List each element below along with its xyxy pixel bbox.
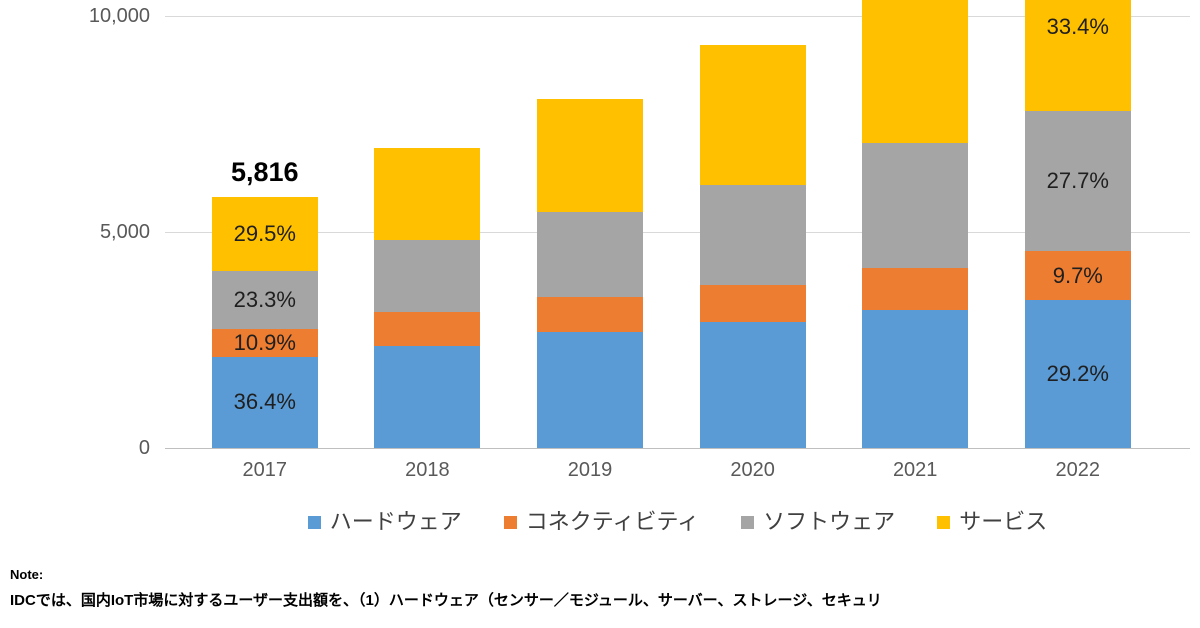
bar-segment-2022-connectivity <box>1024 251 1131 301</box>
gridline-10000 <box>165 16 1190 17</box>
bar-segment-2021-service <box>862 0 969 143</box>
bar-segment-2019-hardware <box>537 332 643 448</box>
legend-swatch-hardware-icon <box>307 515 321 529</box>
bar-segment-2021-software <box>862 143 969 269</box>
total-label-2017: 5,816 <box>231 156 299 187</box>
legend-swatch-service-icon <box>937 515 951 529</box>
bar-segment-2021-connectivity <box>862 268 969 310</box>
legend-label-service: サービス <box>959 509 1048 534</box>
legend-swatch-connectivity-icon <box>503 515 517 529</box>
percent-label-2017-software: 23.3% <box>233 286 296 312</box>
percent-label-2017-service: 29.5% <box>233 220 296 246</box>
bar-segment-2017-service <box>211 196 318 271</box>
percent-label-2022-hardware: 29.2% <box>1046 361 1109 387</box>
percent-label-2022-software: 27.7% <box>1046 168 1109 194</box>
bar-segment-2020-connectivity <box>699 285 806 322</box>
x-axis-label-2022: 2022 <box>1055 459 1101 481</box>
x-axis-label-2021: 2021 <box>892 459 938 481</box>
percent-label-2022-connectivity: 9.7% <box>1052 262 1103 288</box>
bar-segment-2019-connectivity <box>537 297 643 332</box>
bar-segment-2022-hardware <box>1024 300 1131 448</box>
note-title: Note: <box>10 567 44 582</box>
x-axis-label-2018: 2018 <box>405 459 450 481</box>
bar-segment-2018-connectivity <box>374 312 481 346</box>
legend-swatch-software-icon <box>741 515 755 529</box>
y-axis-tick-0: 0 <box>138 437 150 459</box>
bar-segment-2019-service <box>537 98 643 212</box>
x-axis-label-2017: 2017 <box>242 459 288 481</box>
legend: ハードウェア コネクティビティ ソフトウェア サービス <box>165 508 1190 536</box>
legend-label-software: ソフトウェア <box>763 509 896 534</box>
bar-segment-2018-service <box>374 147 481 240</box>
legend-item-service: サービス <box>937 508 1047 536</box>
bar-segment-2020-software <box>699 184 806 285</box>
y-axis-tick-10000: 10,000 <box>88 5 150 27</box>
legend-item-hardware: ハードウェア <box>307 508 462 536</box>
bar-segment-2017-connectivity <box>211 329 318 357</box>
bar-segment-2018-hardware <box>374 346 481 448</box>
x-axis-label-2019: 2019 <box>567 459 613 481</box>
bar-segment-2022-service <box>1024 0 1131 112</box>
percent-label-2017-hardware: 36.4% <box>233 389 296 415</box>
gridline-5000 <box>165 232 1190 233</box>
legend-label-hardware: ハードウェア <box>329 509 462 534</box>
bar-segment-2017-software <box>211 270 318 330</box>
x-axis-baseline <box>165 448 1190 449</box>
x-axis-label-2020: 2020 <box>730 459 775 481</box>
legend-item-connectivity: コネクティビティ <box>503 508 700 536</box>
bar-segment-2022-software <box>1024 111 1131 252</box>
bar-segment-2018-software <box>374 239 481 312</box>
y-axis-tick-5000: 5,000 <box>99 221 150 243</box>
percent-label-2017-connectivity: 10.9% <box>233 329 296 355</box>
bar-segment-2020-service <box>699 44 806 185</box>
bar-segment-2019-software <box>537 211 643 297</box>
bar-segment-2017-hardware <box>211 356 318 448</box>
bar-segment-2020-hardware <box>699 321 806 448</box>
legend-label-connectivity: コネクティビティ <box>525 509 700 534</box>
bar-segment-2021-hardware <box>862 310 969 448</box>
percent-label-2022-service: 33.4% <box>1046 13 1109 39</box>
note-body: IDCでは、国内IoT市場に対するユーザー支出額を、（1）ハードウェア（センサー… <box>10 592 882 609</box>
legend-item-software: ソフトウェア <box>741 508 895 536</box>
